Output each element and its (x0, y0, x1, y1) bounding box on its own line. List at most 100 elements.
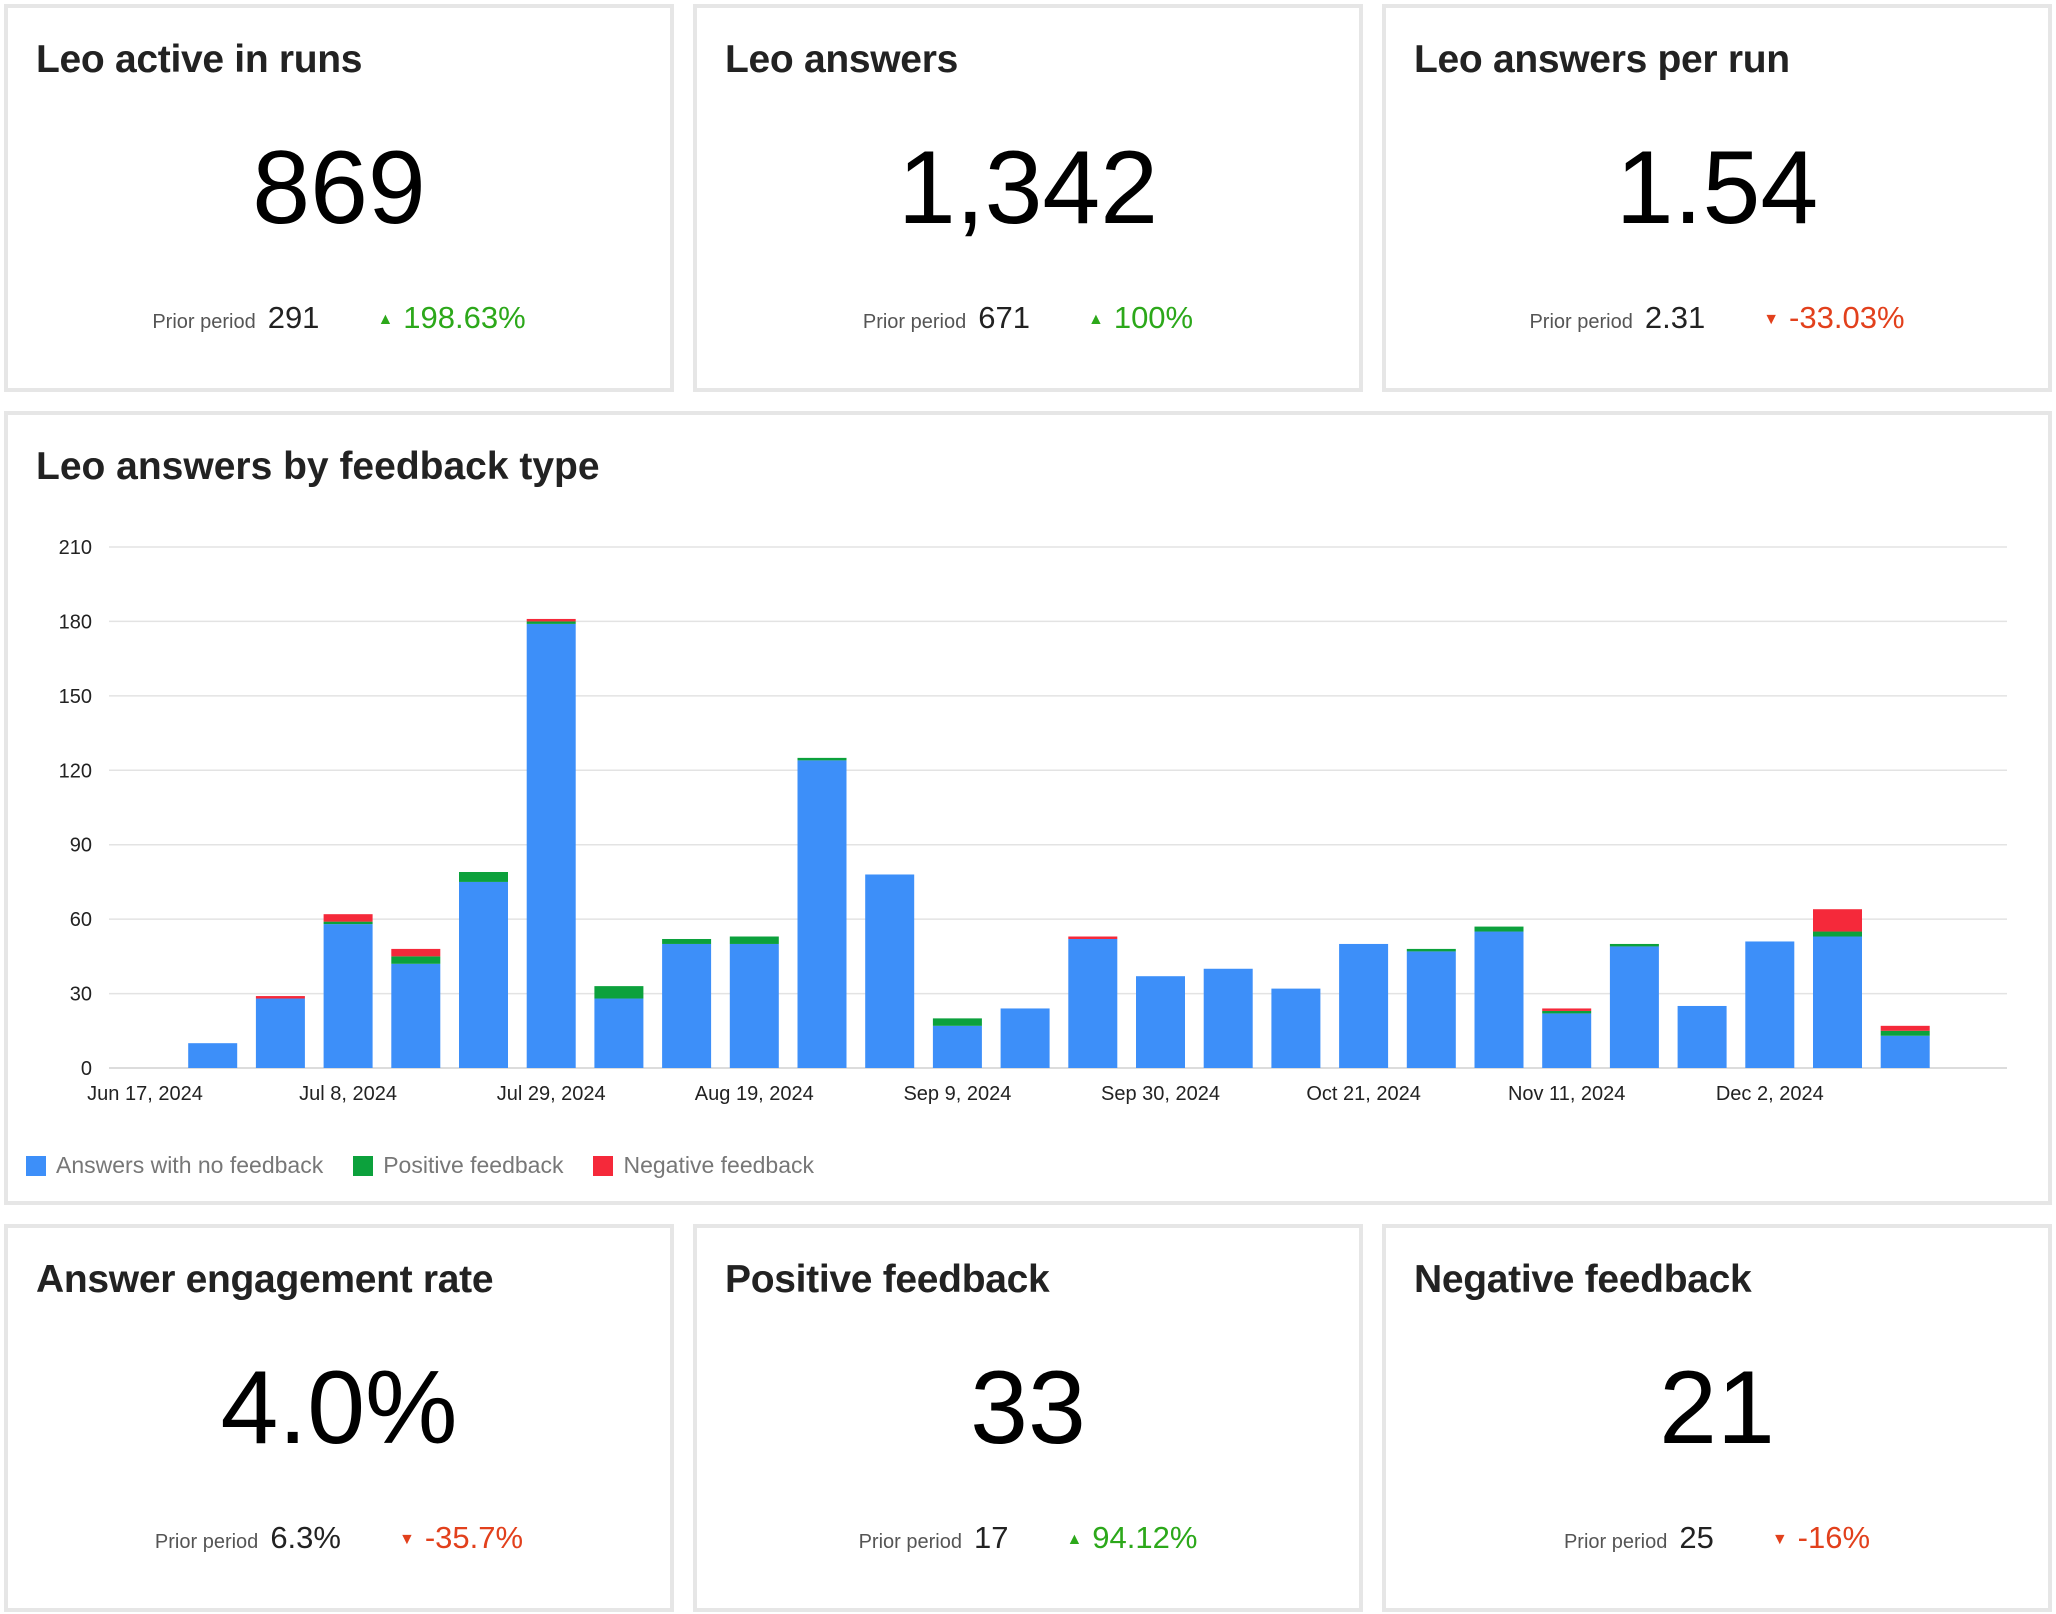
kpi-delta: -35.7% (424, 1520, 524, 1555)
bar-segment-positive[interactable] (1474, 926, 1524, 932)
bar-segment-positive[interactable] (594, 986, 644, 999)
kpi-card-negative-feedback: Negative feedback 21 Prior period 25 ▼ -16% (1382, 1224, 2052, 1612)
kpi-value: 869 (252, 130, 426, 246)
kpi-card-leo-answers-per-run: Leo answers per run 1.54 Prior period 2.3… (1382, 4, 2052, 392)
bar-segment-negative[interactable] (526, 618, 576, 622)
bar-segment-negative[interactable] (391, 948, 441, 957)
bar-segment-positive[interactable] (1813, 931, 1862, 937)
bar-segment-negative[interactable] (323, 914, 373, 922)
kpi-card-leo-answers: Leo answers 1,342 Prior period 671 ▲ 100% (693, 4, 1363, 392)
bar-segment-no-feedback[interactable] (1880, 1035, 1930, 1068)
bar-segment-no-feedback[interactable] (865, 874, 915, 1068)
bar-segment-no-feedback[interactable] (459, 881, 508, 1068)
kpi-delta: 100% (1113, 300, 1194, 335)
kpi-title: Leo answers per run (1414, 38, 1790, 81)
bar-segment-positive[interactable] (729, 936, 779, 944)
bar-segment-positive[interactable] (932, 1018, 982, 1026)
triangle-up-icon: ▲ (1066, 1531, 1083, 1548)
bar-segment-positive[interactable] (1609, 943, 1659, 947)
kpi-card-positive-feedback: Positive feedback 33 Prior period 17 ▲ 94.1… (693, 1224, 1363, 1612)
kpi-prior-row: Prior period 25 ▼ -16% (1386, 1518, 2048, 1564)
legend-swatch-blue (26, 1155, 46, 1176)
bar-segment-negative[interactable] (1542, 1008, 1592, 1011)
bar-segment-no-feedback[interactable] (1068, 938, 1118, 1068)
prior-period-label: Prior period (154, 1531, 259, 1553)
triangle-up-icon: ▲ (1087, 311, 1104, 328)
legend-label: Positive feedback (383, 1152, 564, 1178)
bar-segment-no-feedback[interactable] (391, 963, 441, 1068)
bar-segment-no-feedback[interactable] (1406, 951, 1456, 1068)
x-tick-label: Sep 30, 2024 (1101, 1083, 1220, 1105)
legend-item-positive[interactable]: Positive feedback (353, 1152, 563, 1179)
x-tick-label: Jul 29, 2024 (497, 1083, 606, 1105)
bar-segment-positive[interactable] (323, 921, 373, 925)
triangle-up-icon: ▲ (377, 311, 394, 328)
x-tick-label: Sep 9, 2024 (903, 1083, 1011, 1105)
bar-segment-positive[interactable] (459, 872, 508, 882)
bar-segment-no-feedback[interactable] (729, 943, 779, 1068)
bar-segment-positive[interactable] (391, 956, 441, 964)
chart-card-feedback-type: Leo answers by feedback type 0 30 60 90 120 1… (4, 411, 2052, 1205)
bar-segment-positive[interactable] (526, 621, 576, 624)
legend-label: Negative feedback (623, 1152, 814, 1178)
kpi-delta: -33.03% (1789, 300, 1905, 335)
bar-segment-no-feedback[interactable] (1813, 936, 1862, 1068)
prior-period-label: Prior period (1563, 1531, 1668, 1553)
kpi-title: Leo active in runs (36, 38, 363, 81)
bar-segment-no-feedback[interactable] (1542, 1013, 1592, 1068)
chart-legend: Answers with no feedback Positive feedba… (26, 1152, 814, 1179)
kpi-value: 33 (970, 1350, 1086, 1466)
bar-segment-negative[interactable] (1813, 909, 1862, 932)
kpi-prior-row: Prior period 6.3% ▼ -35.7% (8, 1518, 670, 1564)
prior-period-value: 671 (978, 300, 1030, 335)
legend-item-negative[interactable]: Negative feedback (593, 1152, 814, 1179)
bar-segment-no-feedback[interactable] (1339, 943, 1389, 1068)
kpi-delta: -16% (1797, 1520, 1871, 1555)
bar-segment-no-feedback[interactable] (1474, 931, 1524, 1068)
bar-segment-no-feedback[interactable] (323, 924, 373, 1068)
bar-segment-no-feedback[interactable] (526, 623, 576, 1068)
bar-segment-no-feedback[interactable] (255, 998, 305, 1068)
prior-period-value: 25 (1679, 1520, 1714, 1555)
bar-segment-no-feedback[interactable] (594, 998, 644, 1068)
triangle-down-icon: ▼ (1763, 311, 1780, 328)
bar-segment-positive[interactable] (1406, 948, 1456, 952)
kpi-prior-row: Prior period 2.31 ▼ -33.03% (1386, 298, 2048, 344)
bar-segment-positive[interactable] (1880, 1030, 1930, 1036)
triangle-down-icon: ▼ (1771, 1531, 1788, 1548)
kpi-title: Negative feedback (1414, 1258, 1752, 1301)
kpi-delta: 94.12% (1092, 1520, 1198, 1555)
kpi-value: 1,342 (897, 130, 1159, 246)
prior-period-label: Prior period (1529, 311, 1633, 333)
bar-segment-no-feedback[interactable] (1271, 988, 1321, 1068)
bar-segment-positive[interactable] (797, 757, 847, 761)
prior-period-value: 2.31 (1644, 300, 1706, 335)
prior-period-value: 6.3% (270, 1520, 341, 1555)
bar-segment-no-feedback[interactable] (1000, 1008, 1050, 1068)
bar-segment-negative[interactable] (255, 996, 305, 999)
legend-item-no-feedback[interactable]: Answers with no feedback (26, 1152, 323, 1179)
x-tick-label: Dec 2, 2024 (1716, 1083, 1824, 1105)
bar-segment-no-feedback[interactable] (662, 943, 712, 1068)
bar-segment-no-feedback[interactable] (1203, 968, 1253, 1068)
bar-segment-negative[interactable] (1068, 936, 1118, 939)
kpi-prior-row: Prior period 291 ▲ 198.63% (8, 298, 670, 344)
legend-swatch-red (593, 1155, 614, 1176)
bar-segment-negative[interactable] (1880, 1025, 1930, 1031)
bar-segment-no-feedback[interactable] (797, 760, 847, 1068)
bar-segment-no-feedback[interactable] (1609, 946, 1659, 1068)
bar-segment-no-feedback[interactable] (932, 1025, 982, 1068)
kpi-title: Leo answers (725, 38, 958, 81)
legend-swatch-green (353, 1155, 374, 1176)
prior-period-label: Prior period (858, 1531, 962, 1553)
kpi-card-leo-active-in-runs: Leo active in runs 869 Prior period 291 ▲ 1… (4, 4, 674, 392)
bar-segment-positive[interactable] (662, 938, 712, 944)
bar-segment-no-feedback[interactable] (1136, 976, 1185, 1068)
bar-segment-no-feedback[interactable] (188, 1043, 238, 1068)
kpi-card-answer-engagement-rate: Answer engagement rate 4.0% Prior period… (4, 1224, 674, 1612)
bar-segment-positive[interactable] (1542, 1010, 1592, 1014)
bar-segment-no-feedback[interactable] (1677, 1005, 1727, 1068)
bar-segment-no-feedback[interactable] (1745, 941, 1795, 1068)
kpi-title: Answer engagement rate (36, 1258, 494, 1301)
x-tick-label: Oct 21, 2024 (1306, 1083, 1421, 1105)
